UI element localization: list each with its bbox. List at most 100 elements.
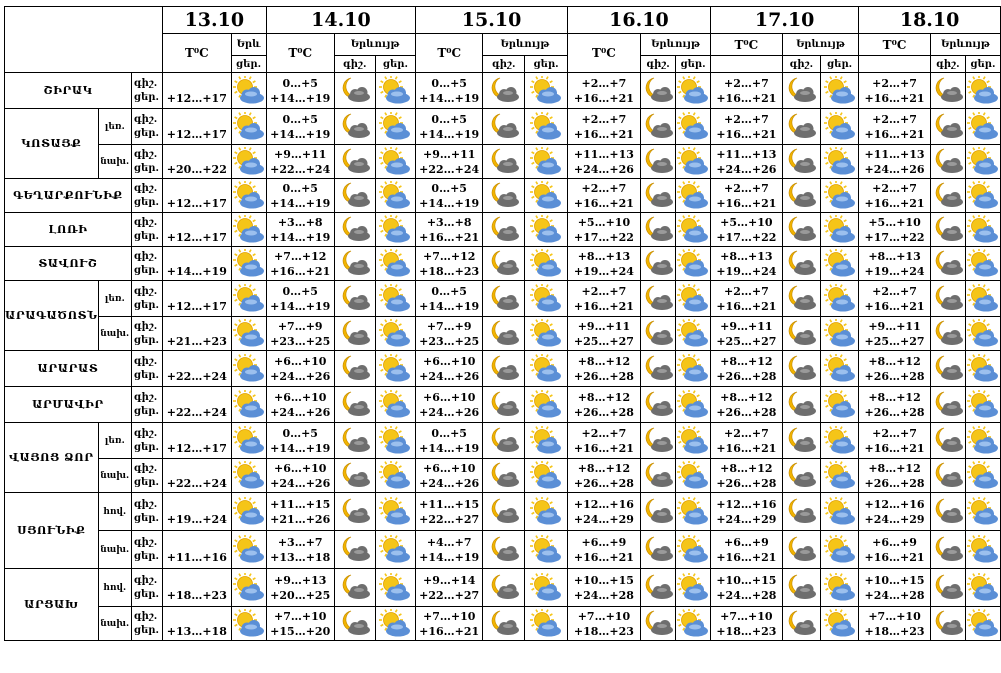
time-of-day: գիշ. ցեր. (130, 280, 164, 317)
day-temp: +22…+24 (166, 369, 227, 383)
sun-cloud-icon (677, 496, 710, 527)
sun-cloud-icon (675, 530, 712, 569)
sun-cloud-icon (677, 283, 710, 314)
night-temp: +2…+7 (872, 181, 917, 195)
sun-cloud-icon (524, 178, 568, 213)
moon-cloud-icon (335, 573, 374, 603)
day-temp: +13…+18 (270, 550, 331, 564)
temperature-cell: +2…+7 +16…+21 (566, 280, 642, 317)
day-temp: +22…+24 (419, 162, 480, 176)
sun-cloud-icon (524, 606, 568, 641)
sun-cloud-icon (821, 496, 857, 527)
temperature-cell: +9…+11 +25…+27 (710, 316, 783, 351)
moon-cloud-icon (929, 178, 966, 213)
night-temp: 0…+5 (282, 284, 318, 298)
night-subheader: գիշ. (781, 55, 821, 73)
temperature-cell: +9…+11 +22…+24 (265, 144, 335, 179)
temperature-cell: +2…+7 +16…+21 (710, 178, 783, 213)
temperature-cell: +2…+7 +16…+21 (858, 422, 931, 459)
day-label: ցեր. (133, 405, 159, 417)
sun-cloud-icon (964, 568, 1001, 607)
date-header: 17.10 (710, 6, 860, 34)
sun-cloud-icon (966, 608, 999, 639)
sun-cloud-icon (230, 246, 267, 281)
moon-cloud-icon (783, 319, 819, 349)
temp-header: T⁰C (710, 33, 783, 56)
sun-cloud-icon (526, 608, 566, 639)
table-row: ՎԱՅՈՑ ՁՈՐ լեռ. գիշ. ցեր. +12…+17 0…+5 +14…+19 0… (4, 422, 1001, 493)
altitude-zone: նախ. (97, 606, 132, 641)
sun-cloud-icon (819, 144, 860, 179)
sun-cloud-icon (524, 212, 568, 247)
moon-cloud-icon (783, 112, 819, 142)
day-temp: +22…+27 (419, 588, 480, 602)
day-subheader: ցեր. (524, 55, 568, 73)
night-temp: 0…+5 (431, 112, 467, 126)
day-temp: +16…+21 (573, 196, 634, 210)
sun-cloud-icon (230, 606, 267, 641)
sun-cloud-icon (964, 422, 1001, 459)
night-temp: +2…+7 (581, 181, 627, 195)
day-temp: +20…+25 (270, 588, 331, 602)
sun-cloud-icon (230, 422, 267, 459)
sun-cloud-icon (230, 280, 267, 317)
night-label: գիշ. (133, 462, 158, 474)
sun-cloud-icon (230, 568, 267, 607)
night-temp: +3…+8 (277, 215, 323, 229)
night-temp: +6…+10 (274, 461, 327, 475)
moon-cloud-icon (640, 568, 677, 607)
sun-cloud-icon (819, 606, 860, 641)
sun-cloud-icon (819, 530, 860, 569)
sun-cloud-icon (230, 316, 267, 351)
night-temp: +8…+12 (868, 390, 921, 404)
sun-cloud-icon (821, 75, 857, 106)
table-row: ՍՅՈՒՆԻՔ հով. գիշ. ցեր. +19…+24 +11…+15 +21…+26… (4, 492, 1001, 569)
day-temp: +18…+23 (166, 588, 227, 602)
moon-cloud-icon (484, 249, 524, 279)
sun-cloud-icon (964, 280, 1001, 317)
sun-cloud-icon (677, 389, 710, 420)
temp-header: T⁰C (265, 33, 335, 73)
moon-cloud-icon (781, 72, 821, 109)
sun-cloud-icon (232, 248, 265, 279)
sun-cloud-icon (526, 425, 566, 456)
night-temp: +9…+14 (422, 573, 476, 587)
sun-cloud-icon (675, 568, 712, 607)
day-temp: +12…+17 (166, 127, 227, 141)
night-temp: +6…+9 (581, 535, 627, 549)
sun-cloud-icon (376, 425, 415, 456)
moon-cloud-icon (640, 108, 677, 145)
night-temp: +8…+13 (577, 249, 631, 263)
table-row: նախ. գիշ. ցեր. +20…+22 +9…+11 +22…+24 +9…+11 +2… (5, 144, 1001, 179)
day-temp: +26…+28 (716, 369, 777, 383)
temperature-cell: +10…+15 +24…+28 (566, 568, 642, 607)
sun-cloud-icon (374, 280, 417, 317)
table-row: ՏԱՎՈՒՇ գիշ. ցեր. +14…+19 +7…+12 +16…+21 +7…+12… (4, 246, 1001, 281)
day-temp: +16…+21 (716, 550, 777, 564)
moon-cloud-icon (783, 215, 819, 245)
night-temp: +9…+11 (274, 147, 327, 161)
moon-cloud-icon (335, 249, 374, 279)
altitude-zone: նախ. (97, 458, 132, 493)
day-temp: +14…+19 (270, 441, 331, 455)
moon-cloud-icon (640, 458, 677, 493)
day-temp: +24…+26 (270, 369, 331, 383)
sun-cloud-icon (524, 568, 568, 607)
night-temp: +8…+12 (720, 461, 773, 475)
day-temp: +17…+22 (864, 230, 925, 244)
moon-cloud-icon (335, 461, 374, 491)
moon-cloud-icon (484, 319, 524, 349)
temperature-cell: +2…+7 +16…+21 (858, 108, 931, 145)
day-temp: +24…+28 (573, 588, 634, 602)
sun-cloud-icon (677, 318, 710, 349)
night-subheader: գիշ. (640, 55, 677, 73)
night-temp: +4…+7 (426, 535, 472, 549)
time-of-day: գիշ. ցեր. (130, 458, 164, 493)
night-temp: 0…+5 (431, 426, 467, 440)
moon-cloud-icon (929, 316, 966, 351)
sun-cloud-icon (374, 246, 417, 281)
night-label: գիշ. (133, 498, 158, 510)
sun-cloud-icon (964, 72, 1001, 109)
day-subheader: ցեր. (964, 55, 1001, 73)
sun-cloud-icon (376, 75, 415, 106)
